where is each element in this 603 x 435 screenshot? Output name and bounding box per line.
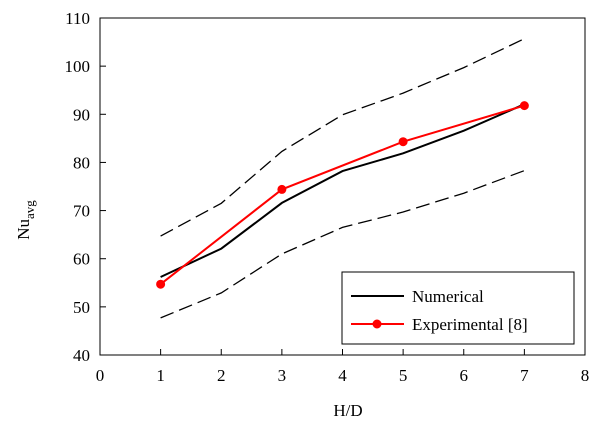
x-tick-label: 8 <box>581 366 590 385</box>
x-tick-label: 7 <box>520 366 529 385</box>
lower-bound-dashed-line <box>160 169 525 319</box>
y-tick-label: 90 <box>73 105 90 124</box>
x-tick-label: 2 <box>217 366 226 385</box>
x-tick-label: 3 <box>278 366 287 385</box>
legend-label: Numerical <box>412 287 484 306</box>
x-tick-label: 4 <box>338 366 347 385</box>
y-axis-title: Nuavg <box>14 200 37 240</box>
y-tick-label: 60 <box>73 250 90 269</box>
y-axis-title-group: Nuavg <box>14 200 37 240</box>
x-tick-label: 6 <box>460 366 469 385</box>
series-line-experimental-8 <box>159 104 525 285</box>
legend-box <box>341 271 575 345</box>
upper-bound-dashed-line <box>160 38 525 237</box>
axes-group: 0 1 2 3 4 5 6 7 8 40 50 60 70 80 90 100 110 <box>65 9 590 385</box>
series-line-numerical <box>160 103 525 278</box>
y-axis-title-main: Nu <box>14 219 33 240</box>
data-point-marker <box>277 184 287 194</box>
legend: Numerical Experimental [8] <box>341 271 575 345</box>
x-tick-label: 1 <box>156 366 165 385</box>
legend-label: Experimental [8] <box>412 315 528 334</box>
y-tick-label: 40 <box>73 346 90 365</box>
x-tick-label: 0 <box>96 366 105 385</box>
series-group <box>156 38 529 319</box>
y-axis-title-subscript: avg <box>22 200 37 219</box>
y-tick-label: 110 <box>65 9 90 28</box>
y-tick-label: 100 <box>65 57 91 76</box>
data-point-marker <box>156 279 166 289</box>
data-point-marker <box>519 101 529 111</box>
y-tick-label: 80 <box>73 153 90 172</box>
y-tick-label: 50 <box>73 298 90 317</box>
x-tick-label: 5 <box>399 366 408 385</box>
x-axis-title: H/D <box>333 401 362 420</box>
y-tick-label: 70 <box>73 202 90 221</box>
data-point-marker <box>398 137 408 147</box>
legend-swatch-marker <box>372 319 382 329</box>
